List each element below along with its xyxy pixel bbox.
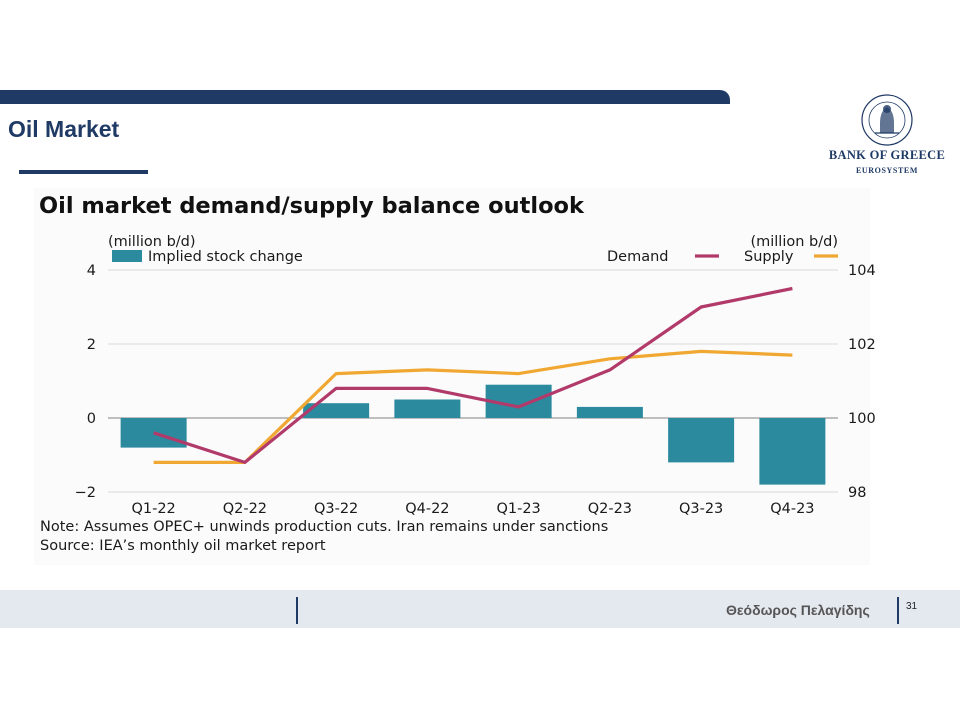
bank-seal-icon <box>861 94 913 146</box>
stock-change-bar <box>759 418 826 485</box>
chart-note: Note: Assumes OPEC+ unwinds production c… <box>40 519 609 535</box>
right-tick-label: 98 <box>848 485 866 501</box>
logo-name: BANK OF GREECE <box>828 148 946 162</box>
left-axis-unit: (million b/d) <box>108 234 196 250</box>
footer-bar <box>0 590 960 628</box>
stock-change-bar <box>303 403 370 418</box>
footer-divider <box>296 597 298 624</box>
presenter-name: Θεόδωρος Πελαγίδης <box>726 602 870 618</box>
stock-change-bar <box>394 399 461 418</box>
stock-change-bar <box>576 406 643 418</box>
category-label: Q1-22 <box>131 501 175 517</box>
left-tick-label: 4 <box>87 263 96 279</box>
right-tick-label: 102 <box>848 337 876 353</box>
left-tick-label: −2 <box>75 485 96 501</box>
right-tick-label: 104 <box>848 263 876 279</box>
legend-demand-label: Demand <box>607 249 669 265</box>
category-label: Q2-22 <box>223 501 267 517</box>
category-label: Q4-23 <box>770 501 814 517</box>
top-banner-bar <box>0 90 730 104</box>
left-tick-label: 0 <box>87 411 96 427</box>
supply-line <box>153 349 793 464</box>
right-tick-label: 100 <box>848 411 876 427</box>
footer-divider <box>897 597 899 624</box>
category-label: Q3-22 <box>314 501 358 517</box>
legend-bar-swatch <box>112 250 142 262</box>
category-label: Q2-23 <box>588 501 632 517</box>
category-label: Q4-22 <box>405 501 449 517</box>
category-label: Q1-23 <box>496 501 540 517</box>
right-axis-unit: (million b/d) <box>750 234 838 250</box>
legend-supply-label: Supply <box>744 249 794 265</box>
page-number: 31 <box>906 601 918 612</box>
logo-subtitle: EUROSYSTEM <box>855 166 918 175</box>
title-underline <box>19 170 148 174</box>
legend-stock-change-label: Implied stock change <box>148 249 303 265</box>
slide-title: Oil Market <box>8 116 120 142</box>
stock-change-bar <box>668 418 735 463</box>
chart-panel <box>34 188 870 565</box>
chart-title: Oil market demand/supply balance outlook <box>39 193 584 219</box>
bank-of-greece-logo: BANK OF GREECE EUROSYSTEM <box>828 93 946 179</box>
demand-line <box>153 286 793 464</box>
chart-source: Source: IEA’s monthly oil market report <box>40 538 326 554</box>
category-label: Q3-23 <box>679 501 723 517</box>
left-tick-label: 2 <box>87 337 96 353</box>
